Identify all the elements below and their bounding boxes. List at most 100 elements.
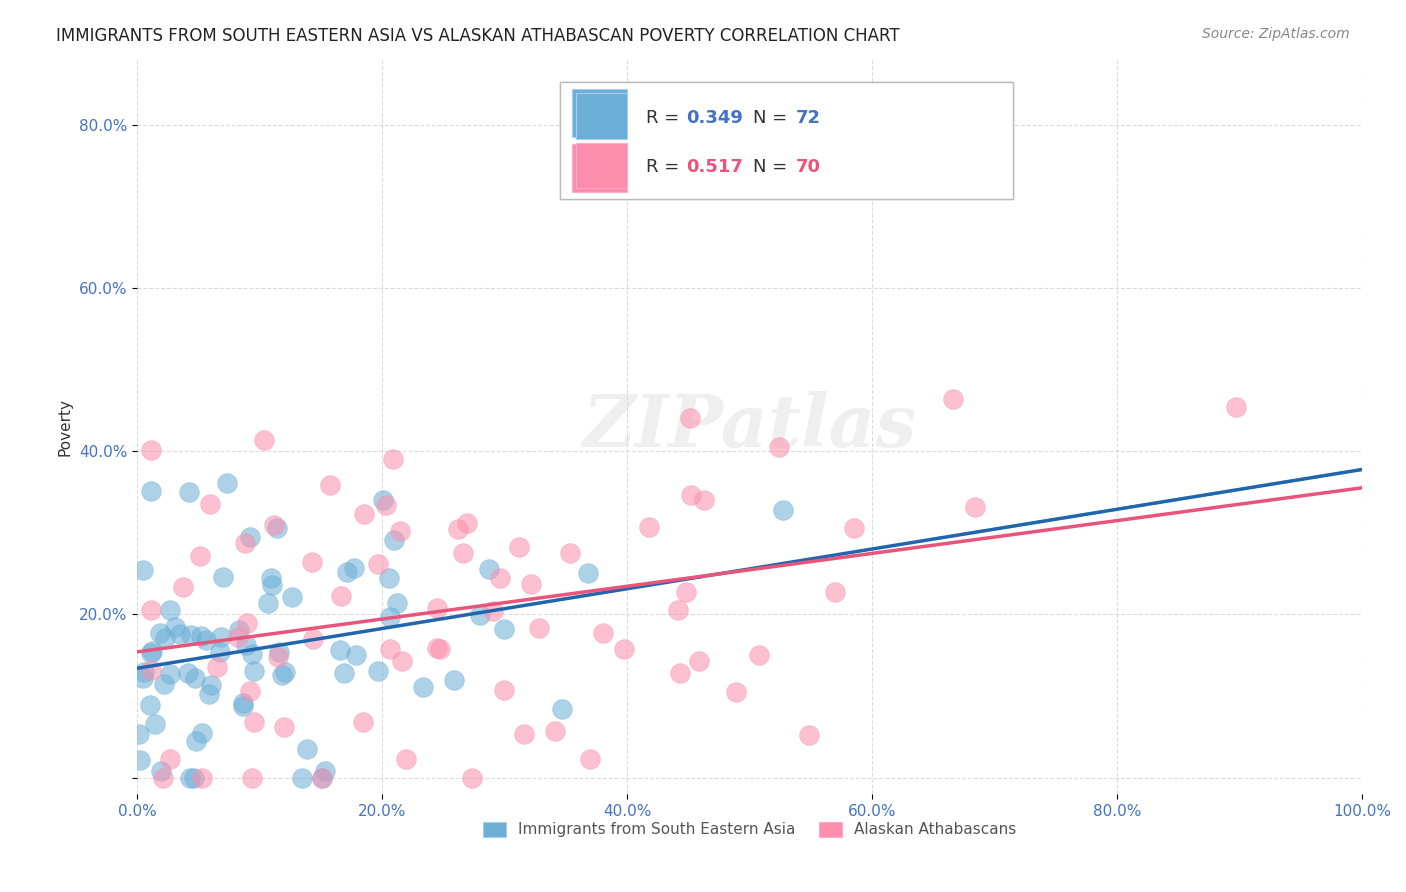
Point <box>1225 400 1247 414</box>
Point <box>613 641 636 656</box>
Point <box>209 630 232 644</box>
Point <box>576 566 599 580</box>
Point <box>352 714 374 729</box>
Point <box>367 664 389 678</box>
Point <box>799 728 821 742</box>
Point <box>180 628 202 642</box>
Point <box>333 666 356 681</box>
Point <box>592 625 614 640</box>
Point <box>253 434 276 448</box>
Point <box>330 589 353 603</box>
Text: 0.349: 0.349 <box>686 109 742 127</box>
Point <box>267 645 290 659</box>
Point <box>527 622 550 636</box>
Bar <box>572 144 627 192</box>
Point <box>179 771 201 785</box>
Point <box>212 570 235 584</box>
Point <box>311 771 333 785</box>
Point <box>271 668 294 682</box>
Point <box>152 771 174 785</box>
Point <box>520 577 543 591</box>
Point <box>451 546 474 560</box>
Point <box>163 620 186 634</box>
Point <box>139 603 162 617</box>
Point <box>232 696 254 710</box>
Point <box>153 631 176 645</box>
Point <box>494 622 516 636</box>
Point <box>129 753 152 767</box>
Point <box>412 680 434 694</box>
Point <box>236 616 259 631</box>
Point <box>228 623 250 637</box>
Point <box>239 684 262 698</box>
Point <box>693 493 716 508</box>
Point <box>550 702 572 716</box>
Point <box>314 764 336 778</box>
Point <box>132 563 155 577</box>
Point <box>240 647 263 661</box>
Bar <box>560 82 1012 199</box>
Point <box>395 752 418 766</box>
Point <box>963 500 986 515</box>
Point <box>150 764 173 779</box>
Point <box>134 665 156 679</box>
Point <box>139 443 162 458</box>
Bar <box>576 143 627 188</box>
Point <box>380 642 402 657</box>
Point <box>274 665 297 679</box>
Point <box>513 726 536 740</box>
Point <box>391 654 413 668</box>
Point <box>215 476 238 491</box>
Point <box>681 487 703 501</box>
Point <box>344 648 367 662</box>
Point <box>724 684 747 698</box>
Point <box>177 484 200 499</box>
Point <box>263 518 285 533</box>
Point <box>190 629 212 643</box>
Point <box>558 545 581 559</box>
Point <box>143 717 166 731</box>
Point <box>159 603 181 617</box>
Point <box>488 571 510 585</box>
Point <box>492 683 515 698</box>
Legend: Immigrants from South Eastern Asia, Alaskan Athabascans: Immigrants from South Eastern Asia, Alas… <box>475 814 1024 845</box>
Point <box>426 640 449 655</box>
Text: R =: R = <box>645 158 685 176</box>
Point <box>367 558 389 572</box>
Point <box>195 633 218 648</box>
Point <box>239 530 262 544</box>
Point <box>319 478 342 492</box>
Point <box>281 591 304 605</box>
Text: IMMIGRANTS FROM SOUTH EASTERN ASIA VS ALASKAN ATHABASCAN POVERTY CORRELATION CHA: IMMIGRANTS FROM SOUTH EASTERN ASIA VS AL… <box>56 27 900 45</box>
Point <box>184 671 207 685</box>
Point <box>205 660 228 674</box>
Bar <box>560 82 1012 199</box>
Bar <box>576 94 627 139</box>
Text: 70: 70 <box>796 158 821 176</box>
Text: 0.517: 0.517 <box>686 158 742 176</box>
Point <box>197 688 219 702</box>
Point <box>191 726 214 740</box>
Point <box>191 771 214 785</box>
Point <box>311 771 333 785</box>
Point <box>141 644 163 658</box>
Point <box>141 663 163 677</box>
Point <box>336 566 359 580</box>
Point <box>378 571 401 585</box>
Point <box>456 516 478 530</box>
Point <box>842 521 865 535</box>
Point <box>302 632 325 647</box>
Point <box>153 677 176 691</box>
Point <box>139 484 162 499</box>
Point <box>232 699 254 714</box>
Point <box>679 411 702 425</box>
Point <box>267 649 290 664</box>
Point <box>373 493 395 508</box>
Text: N =: N = <box>754 109 793 127</box>
Point <box>675 585 697 599</box>
Point <box>159 667 181 681</box>
Point <box>388 524 411 538</box>
Point <box>426 601 449 615</box>
Point <box>461 771 484 785</box>
Point <box>208 645 231 659</box>
